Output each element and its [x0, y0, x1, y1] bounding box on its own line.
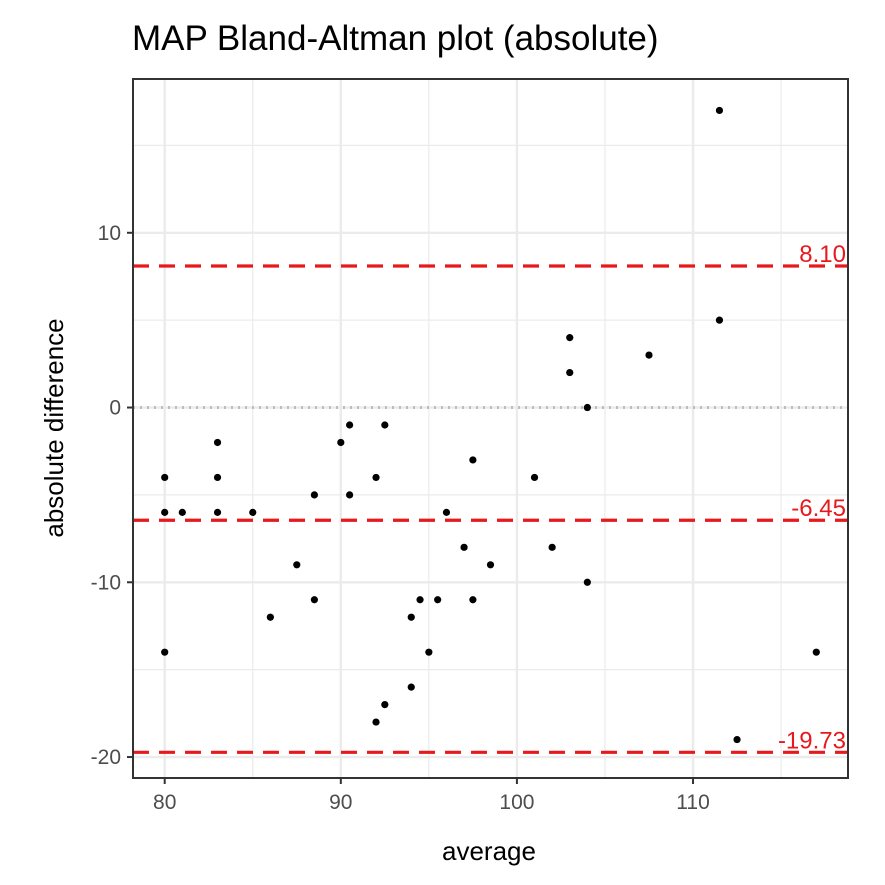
- x-axis-title: average: [442, 836, 536, 866]
- data-point: [469, 456, 477, 464]
- data-point: [407, 683, 415, 691]
- data-point: [346, 491, 354, 499]
- data-point: [161, 473, 169, 482]
- x-tick-label: 110: [676, 791, 709, 814]
- grid-minor: [133, 79, 848, 778]
- y-axis-title: absolute difference: [39, 318, 69, 537]
- data-point: [715, 106, 724, 115]
- data-point: [213, 438, 222, 447]
- data-point: [530, 473, 539, 482]
- x-tick-label: 100: [499, 791, 534, 814]
- data-point: [442, 508, 451, 516]
- data-point: [161, 508, 169, 516]
- data-point: [372, 473, 380, 482]
- data-point: [161, 648, 169, 656]
- y-tick-label: 10: [98, 222, 121, 245]
- x-tick-label: 80: [153, 791, 176, 814]
- y-tick-label: -10: [91, 571, 121, 594]
- data-point: [337, 438, 345, 447]
- chart-title: MAP Bland-Altman plot (absolute): [132, 19, 659, 58]
- data-point: [434, 596, 442, 604]
- data-point: [548, 543, 556, 551]
- limit-label: -6.45: [791, 495, 846, 522]
- data-point: [346, 421, 354, 429]
- data-point: [249, 508, 257, 516]
- data-point: [566, 334, 574, 342]
- data-point: [812, 648, 820, 656]
- data-point: [407, 613, 415, 621]
- data-point: [486, 561, 495, 569]
- data-point: [645, 351, 653, 359]
- x-axis: 80 90 100 110: [153, 778, 710, 814]
- reference-lines: 8.10 -6.45 -19.73: [133, 241, 848, 754]
- data-point: [310, 491, 318, 499]
- data-point: [416, 596, 424, 604]
- data-point: [381, 701, 389, 709]
- data-point: [310, 596, 318, 604]
- grid-major: [133, 79, 848, 778]
- data-point: [583, 403, 591, 412]
- data-point: [715, 316, 724, 324]
- data-point: [266, 613, 274, 621]
- limit-label: 8.10: [799, 241, 846, 268]
- data-point: [293, 561, 301, 569]
- y-tick-label: -20: [91, 746, 121, 769]
- y-axis: -20 -10 0 10: [91, 222, 133, 769]
- x-tick-label: 90: [329, 791, 352, 814]
- data-point: [178, 508, 186, 516]
- data-point: [425, 648, 433, 656]
- data-point: [733, 735, 741, 744]
- data-points: [161, 106, 820, 744]
- panel-border: [132, 78, 849, 779]
- data-point: [381, 421, 389, 429]
- data-point: [213, 508, 222, 516]
- limit-label: -19.73: [778, 727, 846, 754]
- data-point: [460, 543, 468, 551]
- data-point: [566, 368, 574, 377]
- data-point: [213, 473, 222, 482]
- data-point: [372, 718, 380, 726]
- data-point: [583, 578, 591, 586]
- y-tick-label: 0: [109, 397, 121, 420]
- data-point: [469, 596, 477, 604]
